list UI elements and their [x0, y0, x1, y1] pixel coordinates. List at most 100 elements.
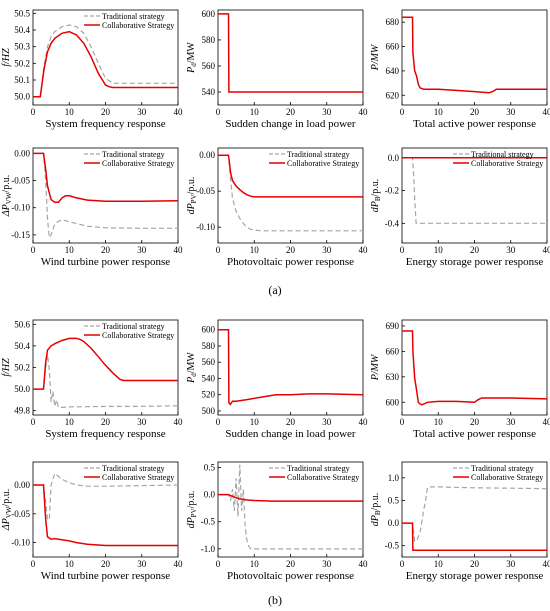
- x-tick-label: 20: [286, 417, 296, 427]
- series-traditional-line: [402, 486, 547, 542]
- y-tick-label: 0.0: [204, 490, 216, 500]
- panel-a-1: 0 10 20 30 40 50.0 50.1 50.2 50.3 50.4 50.5 Traditi…: [1, 8, 183, 130]
- y-tick-label: 620: [386, 90, 400, 100]
- plot-frame: [217, 9, 364, 106]
- x-tick-label: 40: [543, 559, 550, 569]
- x-tick-label: 0: [400, 245, 405, 255]
- y-tick-label: 50.4: [14, 341, 30, 351]
- y-axis-label: P/MW: [370, 43, 381, 71]
- panel-title: Photovoltaic power response: [227, 570, 354, 582]
- chart-panels: 0 10 20 30 40 50.0 50.1 50.2 50.3 50.4 50.5 Traditi…: [1, 8, 550, 582]
- x-tick-label: 40: [359, 417, 369, 427]
- series-collaborative-line: [218, 13, 363, 93]
- panel-title: System frequency response: [45, 118, 165, 130]
- x-tick-label: 40: [543, 245, 550, 255]
- x-tick-label: 10: [434, 559, 444, 569]
- x-tick-label: 20: [286, 107, 296, 117]
- x-tick-label: 10: [250, 559, 260, 569]
- x-tick-label: 20: [101, 245, 111, 255]
- x-tick-label: 0: [400, 559, 405, 569]
- series-collaborative-line: [33, 30, 178, 98]
- x-tick-label: 20: [101, 107, 111, 117]
- x-tick-label: 0: [31, 107, 36, 117]
- panel-title: Energy storage power response: [406, 256, 544, 268]
- x-tick-label: 0: [216, 107, 221, 117]
- plot-frame: [401, 319, 548, 416]
- y-tick-label: 50.0: [14, 92, 30, 102]
- y-axis-label: dPB/p.u.: [370, 493, 382, 527]
- y-tick-label: 540: [202, 87, 216, 97]
- y-tick-label: -1.0: [201, 544, 216, 554]
- y-tick-label: 1.0: [388, 473, 400, 483]
- series-collaborative-line: [33, 152, 178, 204]
- panel-a-2: 0 10 20 30 40 540 560 580 600 Pd/MW Sudden change …: [186, 9, 368, 130]
- x-tick-label: 0: [216, 417, 221, 427]
- panel-b-6: 0 10 20 30 40 1.0 0.5 0.0 -0.5 Traditional strate…: [370, 461, 550, 582]
- y-tick-label: 50.2: [14, 58, 30, 68]
- y-tick-label: 580: [202, 341, 216, 351]
- panel-title: Total active power response: [413, 428, 536, 440]
- y-tick-label: 640: [386, 66, 400, 76]
- x-tick-label: 20: [470, 559, 480, 569]
- panel-title: Photovoltaic power response: [227, 256, 354, 268]
- panel-b-2: 0 10 20 30 40 500 520 540 560 580 600 Pd/MW Sudden c…: [186, 319, 369, 440]
- y-axis-label: dPPV/p.u.: [186, 491, 198, 529]
- x-tick-label: 20: [101, 559, 111, 569]
- y-axis-label: f/HZ: [1, 358, 12, 377]
- y-axis-label: P/MW: [370, 353, 381, 381]
- y-tick-label: 0.00: [199, 150, 215, 160]
- x-tick-label: 30: [322, 417, 332, 427]
- series-traditional-line: [33, 152, 178, 240]
- panel-title: Total active power response: [413, 118, 536, 130]
- panel-title: Energy storage power response: [406, 570, 544, 582]
- y-tick-label: 600: [386, 397, 400, 407]
- panel-b-4: 0 10 20 30 40 0.00 -0.05 -0.10 Traditional strat…: [1, 461, 183, 582]
- series-traditional-line: [402, 157, 547, 224]
- panel-title: System frequency response: [45, 428, 165, 440]
- x-tick-label: 20: [470, 245, 480, 255]
- series-collaborative-line: [402, 16, 547, 94]
- x-tick-label: 40: [359, 559, 369, 569]
- x-tick-label: 20: [470, 107, 480, 117]
- x-tick-label: 30: [137, 559, 147, 569]
- y-tick-label: 0.0: [388, 153, 400, 163]
- y-tick-label: 0.5: [204, 462, 216, 472]
- y-tick-label: 680: [386, 17, 400, 27]
- y-tick-label: -0.2: [385, 186, 399, 196]
- panel-a-4: 0 10 20 30 40 0.00 -0.05 -0.10 -0.15 Traditional …: [1, 147, 183, 268]
- series-collaborative-line: [218, 493, 363, 502]
- y-axis-label: Pd/MW: [186, 352, 198, 384]
- y-tick-label: 690: [386, 321, 400, 331]
- series-traditional-line: [218, 154, 363, 232]
- y-tick-label: -0.05: [11, 176, 30, 186]
- y-tick-label: 49.8: [14, 406, 30, 416]
- series-collaborative-line: [218, 328, 363, 406]
- x-tick-label: 30: [137, 245, 147, 255]
- panel-title: Wind turbine power response: [41, 256, 171, 268]
- legend-label: Traditional strategy: [102, 150, 165, 159]
- y-tick-label: 660: [386, 42, 400, 52]
- x-tick-label: 10: [434, 245, 444, 255]
- x-tick-label: 10: [250, 417, 260, 427]
- y-tick-label: 0.5: [388, 495, 400, 505]
- y-tick-label: 630: [386, 372, 400, 382]
- y-tick-label: 50.6: [14, 319, 30, 329]
- y-tick-label: 660: [386, 346, 400, 356]
- y-tick-label: 560: [202, 61, 216, 71]
- legend-label: Collaborative Strategy: [102, 331, 174, 340]
- y-tick-label: 600: [202, 9, 216, 19]
- y-tick-label: -0.10: [196, 222, 215, 232]
- series-collaborative-line: [33, 484, 178, 547]
- x-tick-label: 30: [506, 245, 516, 255]
- panel-b-1: 0 10 20 30 40 49.8 50.0 50.2 50.4 50.6 Traditional…: [1, 319, 183, 440]
- y-tick-label: 50.0: [14, 384, 30, 394]
- y-tick-label: 50.3: [14, 42, 30, 52]
- panel-a-6: 0 10 20 30 40 0.0 -0.2 -0.4 Traditional strategy…: [370, 147, 550, 268]
- x-tick-label: 10: [434, 417, 444, 427]
- x-tick-label: 40: [543, 417, 550, 427]
- panel-a-5: 0 10 20 30 40 0.00 -0.05 -0.10 Traditional strat…: [186, 147, 368, 268]
- y-axis-label: Pd/MW: [186, 42, 198, 74]
- legend-label: Collaborative Strategy: [287, 159, 359, 168]
- x-tick-label: 0: [400, 417, 405, 427]
- panel-title: Sudden change in load power: [225, 428, 355, 440]
